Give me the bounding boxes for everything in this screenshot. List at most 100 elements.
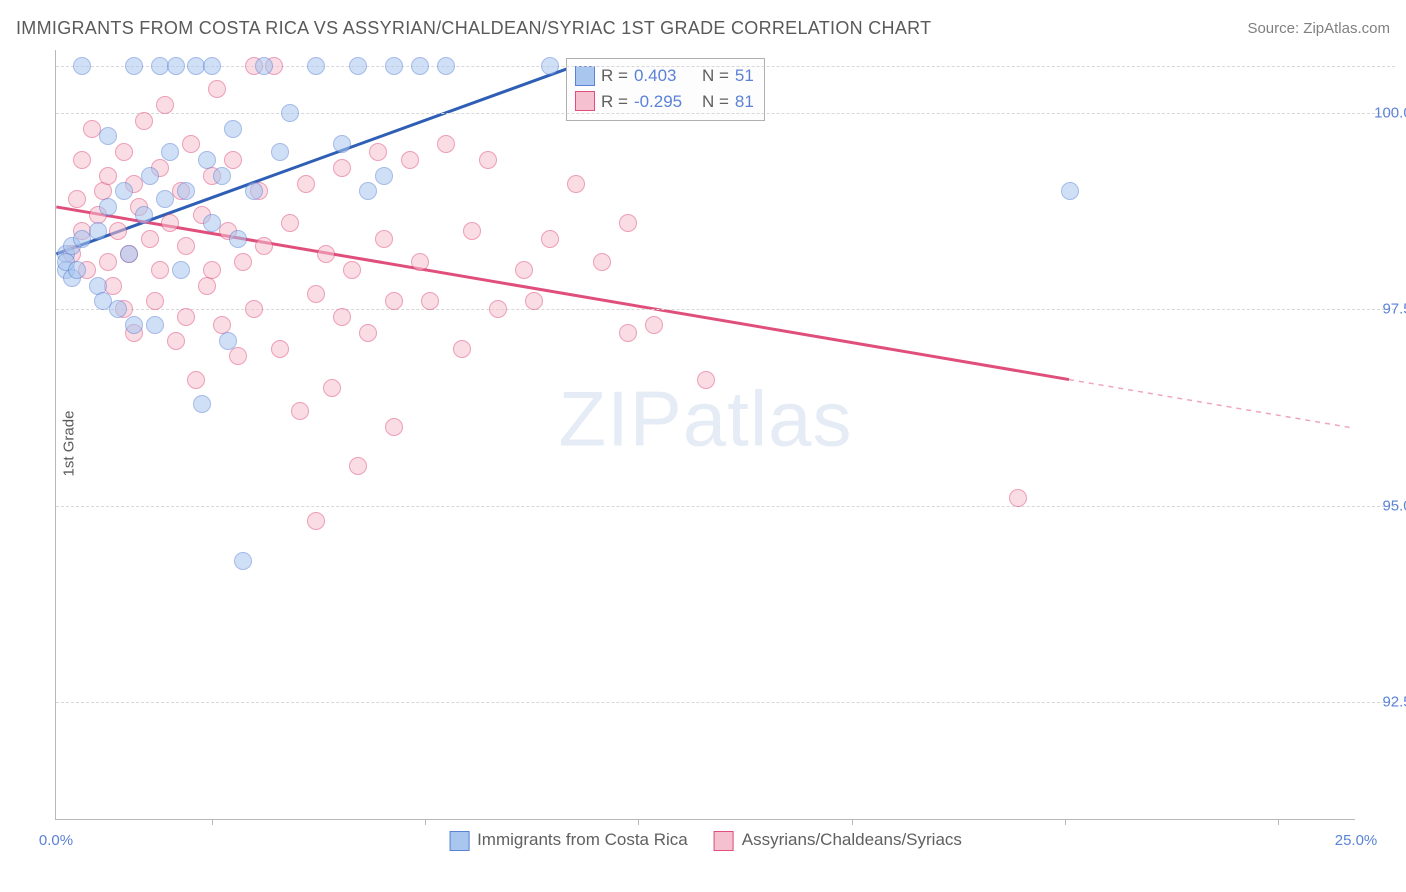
data-point — [177, 182, 195, 200]
data-point — [271, 143, 289, 161]
gridline — [56, 506, 1395, 507]
correlation-legend: R = 0.403N = 51R = -0.295N = 81 — [566, 58, 765, 121]
y-tick-label: 92.5% — [1382, 694, 1406, 711]
trend-lines — [56, 50, 1355, 819]
data-point — [229, 230, 247, 248]
legend-item-1: Immigrants from Costa Rica — [449, 830, 688, 851]
data-point — [73, 151, 91, 169]
data-point — [109, 222, 127, 240]
data-point — [146, 292, 164, 310]
data-point — [385, 292, 403, 310]
x-tick-mark — [212, 819, 213, 825]
x-tick-mark — [852, 819, 853, 825]
data-point — [323, 379, 341, 397]
data-point — [229, 347, 247, 365]
data-point — [281, 214, 299, 232]
data-point — [489, 300, 507, 318]
plot-area: ZIPatlas R = 0.403N = 51R = -0.295N = 81… — [55, 50, 1355, 820]
data-point — [224, 151, 242, 169]
data-point — [167, 57, 185, 75]
data-point — [167, 332, 185, 350]
data-point — [125, 316, 143, 334]
data-point — [203, 261, 221, 279]
data-point — [1009, 489, 1027, 507]
data-point — [156, 190, 174, 208]
data-point — [141, 167, 159, 185]
x-tick-label: 0.0% — [39, 832, 73, 849]
data-point — [234, 552, 252, 570]
data-point — [385, 57, 403, 75]
data-point — [120, 245, 138, 263]
data-point — [161, 214, 179, 232]
data-point — [411, 57, 429, 75]
data-point — [349, 457, 367, 475]
data-point — [104, 277, 122, 295]
data-point — [198, 277, 216, 295]
data-point — [203, 57, 221, 75]
data-point — [421, 292, 439, 310]
data-point — [245, 182, 263, 200]
data-point — [359, 182, 377, 200]
data-point — [401, 151, 419, 169]
data-point — [213, 167, 231, 185]
data-point — [208, 80, 226, 98]
data-point — [146, 316, 164, 334]
data-point — [385, 418, 403, 436]
data-point — [115, 182, 133, 200]
data-point — [437, 135, 455, 153]
data-point — [437, 57, 455, 75]
data-point — [1061, 182, 1079, 200]
source-label: Source: ZipAtlas.com — [1247, 20, 1390, 37]
data-point — [245, 300, 263, 318]
x-tick-mark — [638, 819, 639, 825]
y-tick-label: 100.0% — [1374, 104, 1406, 121]
data-point — [141, 230, 159, 248]
data-point — [343, 261, 361, 279]
data-point — [135, 206, 153, 224]
data-point — [375, 167, 393, 185]
x-tick-mark — [425, 819, 426, 825]
x-tick-mark — [1065, 819, 1066, 825]
data-point — [541, 57, 559, 75]
data-point — [161, 143, 179, 161]
series-legend: Immigrants from Costa Rica Assyrians/Cha… — [449, 830, 962, 851]
data-point — [307, 57, 325, 75]
data-point — [125, 57, 143, 75]
legend-row: R = 0.403N = 51 — [575, 63, 754, 89]
data-point — [68, 190, 86, 208]
data-point — [375, 230, 393, 248]
x-tick-label: 25.0% — [1335, 832, 1378, 849]
data-point — [567, 175, 585, 193]
data-point — [135, 112, 153, 130]
data-point — [234, 253, 252, 271]
data-point — [99, 198, 117, 216]
data-point — [177, 237, 195, 255]
data-point — [515, 261, 533, 279]
data-point — [369, 143, 387, 161]
data-point — [172, 261, 190, 279]
data-point — [333, 159, 351, 177]
data-point — [307, 512, 325, 530]
data-point — [99, 127, 117, 145]
data-point — [224, 120, 242, 138]
data-point — [255, 237, 273, 255]
data-point — [333, 135, 351, 153]
swatch-pink — [714, 831, 734, 851]
gridline — [56, 702, 1395, 703]
data-point — [182, 135, 200, 153]
data-point — [89, 222, 107, 240]
watermark-zip: ZIP — [558, 375, 682, 463]
data-point — [525, 292, 543, 310]
data-point — [68, 261, 86, 279]
data-point — [453, 340, 471, 358]
data-point — [619, 324, 637, 342]
data-point — [271, 340, 289, 358]
data-point — [255, 57, 273, 75]
data-point — [177, 308, 195, 326]
data-point — [317, 245, 335, 263]
legend-item-2: Assyrians/Chaldeans/Syriacs — [714, 830, 962, 851]
data-point — [156, 96, 174, 114]
data-point — [281, 104, 299, 122]
data-point — [109, 300, 127, 318]
legend-row: R = -0.295N = 81 — [575, 89, 754, 115]
